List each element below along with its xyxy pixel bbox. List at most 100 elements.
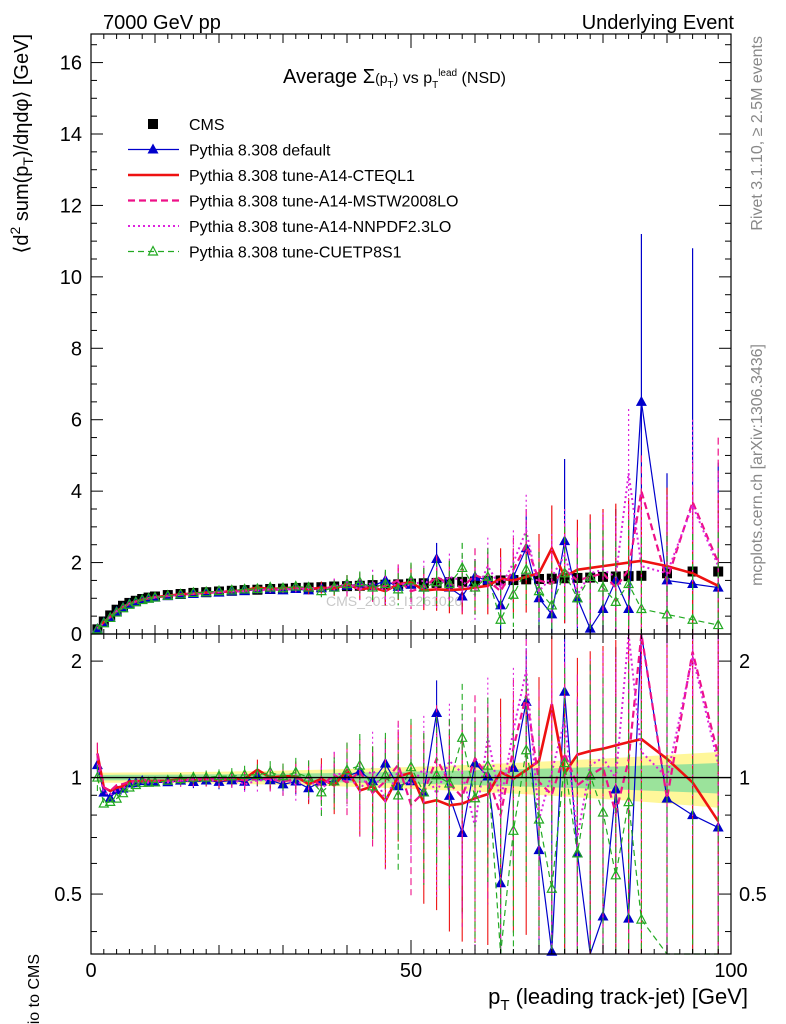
series-5-point (687, 613, 699, 624)
series-5-point (175, 588, 187, 599)
series-5-point (277, 582, 289, 593)
series-5-ratio-point (431, 768, 443, 780)
series-5-ratio-point (584, 769, 596, 780)
series-5-ratio-point (520, 743, 532, 755)
y-tick-label: 4 (71, 481, 82, 503)
main-frame (90, 33, 732, 635)
series-5-ratio-point (136, 776, 148, 787)
y-tick-label: 6 (71, 410, 82, 432)
series-5-point (162, 589, 174, 600)
ratio-y-tick-label: 1 (71, 768, 82, 790)
series-5-ratio-point (546, 882, 558, 893)
series-5-point (315, 584, 327, 596)
series-5-point (130, 595, 142, 607)
series-5-ratio-point (277, 769, 289, 781)
series-5-ratio-point (623, 795, 635, 807)
series-5-point (328, 581, 340, 592)
x-tick-label: 100 (714, 960, 747, 982)
legend-label-1: Pythia 8.308 default (189, 143, 331, 160)
series-5-point (290, 580, 302, 591)
series-5-ratio-point (200, 771, 212, 782)
series-5-ratio-point (571, 847, 583, 858)
ratio-y-tick-label: 2 (71, 651, 82, 673)
y-tick-label: 0 (71, 624, 82, 646)
legend-marker-cms (148, 119, 158, 129)
ratio-y-tick-label-right: 1 (739, 768, 750, 790)
series-5-point (469, 581, 481, 592)
header-left: 7000 GeV pp (103, 12, 221, 34)
series-5-point (91, 623, 103, 634)
series-5-point (712, 618, 724, 630)
series-5-point (623, 577, 635, 589)
series-5-point (239, 583, 251, 594)
y-tick-label: 8 (71, 338, 82, 360)
series-5-point (507, 588, 519, 599)
series-5-ratio-line (96, 737, 719, 955)
series-5-point (559, 567, 571, 578)
series-1-point (635, 395, 647, 406)
series-5-point (635, 602, 647, 614)
site-label: mcplots.cern.ch [arXiv:1306.3436] (749, 344, 766, 586)
series-5-point (392, 583, 404, 594)
series-5-ratio-point (405, 760, 417, 772)
y-tick-label: 16 (60, 53, 82, 75)
chart-title: Average Σ(pT) vs pTlead (NSD) (283, 66, 506, 91)
series-5-point (431, 575, 443, 587)
series-5-ratio-point (559, 756, 571, 768)
series-5-ratio-point (610, 869, 622, 880)
x-tick-label: 50 (400, 960, 422, 982)
x-axis-label: pT (leading track-jet) [GeV] (488, 984, 748, 1014)
series-5-ratio-point (597, 806, 609, 817)
y-tick-label: 12 (60, 195, 82, 217)
series-5-point (226, 584, 238, 595)
series-5-ratio-point (98, 797, 110, 808)
legend: CMS Pythia 8.308 default Pythia 8.308 tune… (128, 117, 458, 262)
series-5-point (341, 577, 353, 589)
series-5-point (379, 577, 391, 589)
series-5-point (443, 577, 455, 589)
rivet-label: Rivet 3.1.10, ≥ 2.5M events (749, 36, 766, 231)
legend-label-2: Pythia 8.308 tune-A14-CTEQL1 (189, 168, 415, 185)
series-5-point (213, 584, 225, 596)
series-5-ratio-point (226, 769, 238, 781)
series-5-ratio-point (469, 791, 481, 803)
series-5-point (533, 584, 545, 596)
series-5-point (610, 595, 622, 606)
series-3-line (96, 490, 720, 630)
series-5-point (354, 575, 366, 587)
series-5-ratio-point (482, 759, 494, 770)
y-tick-label: 14 (60, 124, 82, 146)
y-axis-label: ⟨d2 sum(pT)/dηdφ⟩ [GeV] (7, 34, 36, 253)
series-5-ratio-point (162, 774, 174, 785)
series-5-ratio-point (303, 771, 315, 782)
legend-marker-5 (147, 245, 159, 256)
series-5-ratio-point (264, 766, 276, 777)
series-5-point (303, 581, 315, 592)
series-5-ratio-point (367, 780, 379, 791)
series-5-ratio-point (533, 813, 545, 824)
ratio-y-tick-label-right: 2 (739, 651, 750, 673)
series-5-point (187, 586, 199, 598)
series-5-ratio-point (328, 775, 340, 786)
series-5-ratio-point (187, 771, 199, 782)
series-5-ratio-point (379, 768, 391, 780)
series-5-ratio-point (354, 759, 366, 770)
series-5-point (418, 581, 430, 592)
series-5-point (104, 611, 116, 623)
series-5-point (546, 599, 558, 610)
series-5-ratio-point (418, 786, 430, 797)
legend-label-0: CMS (189, 117, 225, 134)
series-5-ratio-point (443, 777, 455, 788)
series-5-point (251, 582, 263, 594)
ratio-y-tick-label: 0.5 (54, 884, 82, 906)
series-5-point (661, 608, 673, 619)
legend-marker-1 (147, 143, 159, 154)
legend-label-5: Pythia 8.308 tune-CUETP8S1 (189, 245, 402, 262)
series-5-point (405, 574, 417, 585)
series-5-point (149, 591, 161, 602)
ratio-y-axis-label: Ratio to CMS (26, 954, 43, 1024)
series-5-point (200, 585, 212, 597)
series-5-ratio-point (507, 824, 519, 835)
series-5-ratio-point (149, 776, 161, 787)
